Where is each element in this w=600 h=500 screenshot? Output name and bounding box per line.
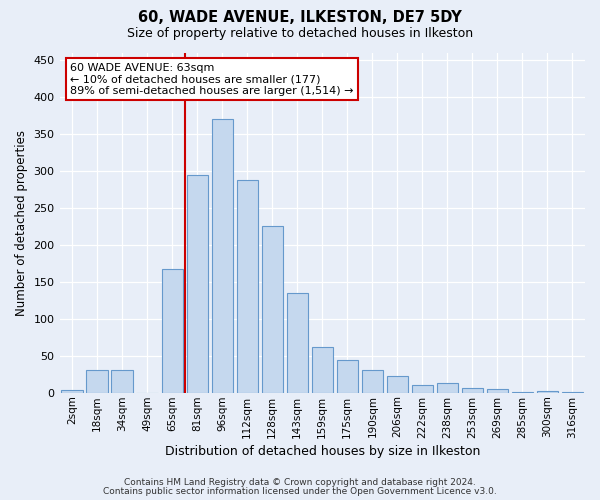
Bar: [236, 180, 258, 392]
Bar: [187, 174, 208, 392]
Bar: [337, 360, 358, 392]
Text: Contains public sector information licensed under the Open Government Licence v3: Contains public sector information licen…: [103, 487, 497, 496]
Bar: [262, 226, 283, 392]
Bar: [311, 347, 333, 393]
Y-axis label: Number of detached properties: Number of detached properties: [15, 130, 28, 316]
Bar: [112, 370, 133, 392]
Bar: [287, 293, 308, 392]
Bar: [362, 370, 383, 392]
Bar: [537, 391, 558, 392]
Text: Contains HM Land Registry data © Crown copyright and database right 2024.: Contains HM Land Registry data © Crown c…: [124, 478, 476, 487]
Bar: [212, 119, 233, 392]
Text: Size of property relative to detached houses in Ilkeston: Size of property relative to detached ho…: [127, 28, 473, 40]
Text: 60 WADE AVENUE: 63sqm
← 10% of detached houses are smaller (177)
89% of semi-det: 60 WADE AVENUE: 63sqm ← 10% of detached …: [70, 62, 353, 96]
Bar: [487, 389, 508, 392]
X-axis label: Distribution of detached houses by size in Ilkeston: Distribution of detached houses by size …: [164, 444, 480, 458]
Text: 60, WADE AVENUE, ILKESTON, DE7 5DY: 60, WADE AVENUE, ILKESTON, DE7 5DY: [138, 10, 462, 25]
Bar: [161, 269, 183, 392]
Bar: [462, 388, 483, 392]
Bar: [86, 370, 108, 392]
Bar: [387, 376, 408, 392]
Bar: [437, 383, 458, 392]
Bar: [61, 390, 83, 392]
Bar: [412, 384, 433, 392]
